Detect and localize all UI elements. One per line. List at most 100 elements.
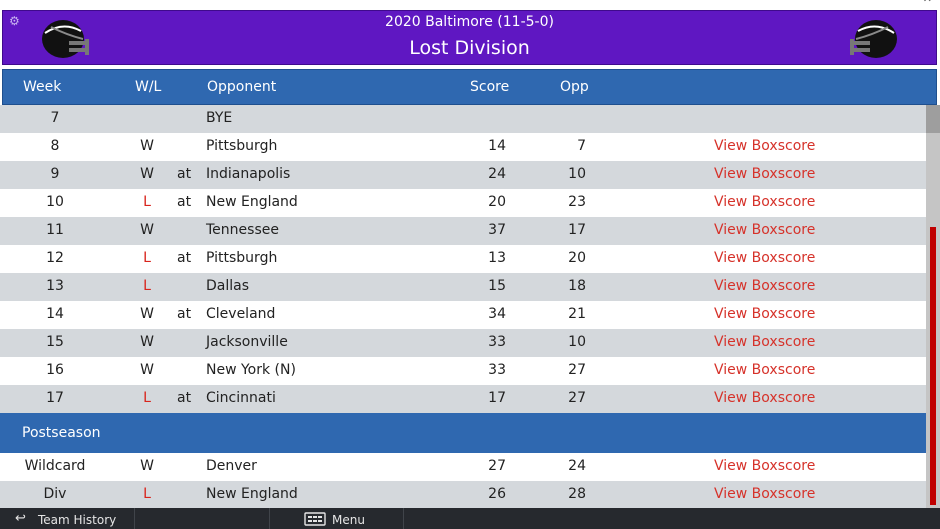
week-cell: 17 xyxy=(46,390,64,406)
opponent-score-cell: 17 xyxy=(568,222,586,238)
view-boxscore-link[interactable]: View Boxscore xyxy=(714,334,816,350)
team-score-cell: 17 xyxy=(488,390,506,406)
view-boxscore-link[interactable]: View Boxscore xyxy=(714,222,816,238)
window-close-icon[interactable]: ✕ xyxy=(923,0,932,5)
table-row: 11 W Tennessee 37 17 View Boxscore xyxy=(0,217,926,245)
view-boxscore-link[interactable]: View Boxscore xyxy=(714,362,816,378)
col-score[interactable]: Score xyxy=(470,79,510,95)
opponent-cell: Dallas xyxy=(206,278,250,294)
result-cell: L xyxy=(143,278,151,294)
team-history-label: Team History xyxy=(38,513,117,527)
opponent-score-cell: 10 xyxy=(568,166,586,182)
team-score-cell: 26 xyxy=(488,486,506,502)
week-cell: 16 xyxy=(46,362,64,378)
team-history-button[interactable]: ↩ Team History xyxy=(0,508,135,529)
opponent-score-cell: 24 xyxy=(568,458,586,474)
result-cell: L xyxy=(143,390,151,406)
week-cell: 7 xyxy=(50,110,60,126)
opponent-cell: Pittsburgh xyxy=(206,250,278,266)
table-row: 8 W Pittsburgh 14 7 View Boxscore xyxy=(0,133,926,161)
opponent-cell: New England xyxy=(206,486,298,502)
team-score-cell: 15 xyxy=(488,278,506,294)
menu-icon xyxy=(304,512,326,526)
bottom-bar-slot xyxy=(135,508,270,529)
week-cell: 12 xyxy=(46,250,64,266)
opponent-score-cell: 18 xyxy=(568,278,586,294)
football-helmet-icon xyxy=(42,20,89,58)
scrollbar-thumb[interactable] xyxy=(930,227,936,505)
away-indicator: at xyxy=(177,166,192,182)
col-opp[interactable]: Opp xyxy=(560,79,589,95)
opponent-cell: New England xyxy=(206,194,298,210)
week-cell: 13 xyxy=(46,278,64,294)
table-row: 7 BYE xyxy=(0,105,926,133)
view-boxscore-link[interactable]: View Boxscore xyxy=(714,250,816,266)
team-score-cell: 33 xyxy=(488,334,506,350)
opponent-cell: Cincinnati xyxy=(206,390,276,406)
menu-label: Menu xyxy=(332,513,365,527)
bottom-navigation-bar: ↩ Team History Menu xyxy=(0,508,940,529)
team-score-cell: 37 xyxy=(488,222,506,238)
schedule-column-header: Week W/L Opponent Score Opp xyxy=(2,69,937,105)
postseason-section-header: Postseason xyxy=(0,413,926,453)
team-score-cell: 13 xyxy=(488,250,506,266)
gear-icon[interactable]: ⚙ xyxy=(9,14,20,28)
view-boxscore-link[interactable]: View Boxscore xyxy=(714,138,816,154)
view-boxscore-link[interactable]: View Boxscore xyxy=(714,390,816,406)
opponent-cell: Pittsburgh xyxy=(206,138,278,154)
team-score-cell: 24 xyxy=(488,166,506,182)
result-cell: W xyxy=(140,334,154,350)
menu-button[interactable]: Menu xyxy=(270,508,404,529)
week-cell: 11 xyxy=(46,222,64,238)
view-boxscore-link[interactable]: View Boxscore xyxy=(714,458,816,474)
team-header: ⚙ 2020 Baltimore (11-5-0) Lost Division xyxy=(2,10,937,65)
team-score-cell: 34 xyxy=(488,306,506,322)
opponent-score-cell: 20 xyxy=(568,250,586,266)
table-row: 16 W New York (N) 33 27 View Boxscore xyxy=(0,357,926,385)
result-cell: W xyxy=(140,362,154,378)
view-boxscore-link[interactable]: View Boxscore xyxy=(714,486,816,502)
vertical-scrollbar[interactable] xyxy=(926,105,940,508)
opponent-score-cell: 28 xyxy=(568,486,586,502)
week-cell: 14 xyxy=(46,306,64,322)
scrollbar-track-top[interactable] xyxy=(926,105,940,133)
view-boxscore-link[interactable]: View Boxscore xyxy=(714,278,816,294)
table-row: 13 L Dallas 15 18 View Boxscore xyxy=(0,273,926,301)
view-boxscore-link[interactable]: View Boxscore xyxy=(714,306,816,322)
result-cell: L xyxy=(143,194,151,210)
opponent-cell: Tennessee xyxy=(206,222,279,238)
team-score-cell: 33 xyxy=(488,362,506,378)
week-cell: Wildcard xyxy=(24,458,86,474)
col-week[interactable]: Week xyxy=(23,79,62,95)
opponent-cell: Cleveland xyxy=(206,306,276,322)
col-opponent[interactable]: Opponent xyxy=(207,79,277,95)
away-indicator: at xyxy=(177,390,192,406)
view-boxscore-link[interactable]: View Boxscore xyxy=(714,194,816,210)
team-score-cell: 20 xyxy=(488,194,506,210)
opponent-score-cell: 27 xyxy=(568,362,586,378)
col-wl[interactable]: W/L xyxy=(135,79,162,95)
season-record: 2020 Baltimore (11-5-0) xyxy=(385,14,554,30)
opponent-cell: Indianapolis xyxy=(206,166,291,182)
table-row: Wildcard W Denver 27 24 View Boxscore xyxy=(0,453,926,481)
team-score-cell: 14 xyxy=(488,138,506,154)
week-cell: 15 xyxy=(46,334,64,350)
opponent-score-cell: 10 xyxy=(568,334,586,350)
opponent-cell: Denver xyxy=(206,458,257,474)
football-helmet-icon xyxy=(850,20,897,58)
view-boxscore-link[interactable]: View Boxscore xyxy=(714,166,816,182)
result-cell: W xyxy=(140,306,154,322)
team-score-cell: 27 xyxy=(488,458,506,474)
result-cell: W xyxy=(140,138,154,154)
away-indicator: at xyxy=(177,306,192,322)
week-cell: 9 xyxy=(50,166,60,182)
opponent-cell: BYE xyxy=(206,110,233,126)
opponent-cell: New York (N) xyxy=(206,362,296,378)
result-cell: L xyxy=(143,250,151,266)
